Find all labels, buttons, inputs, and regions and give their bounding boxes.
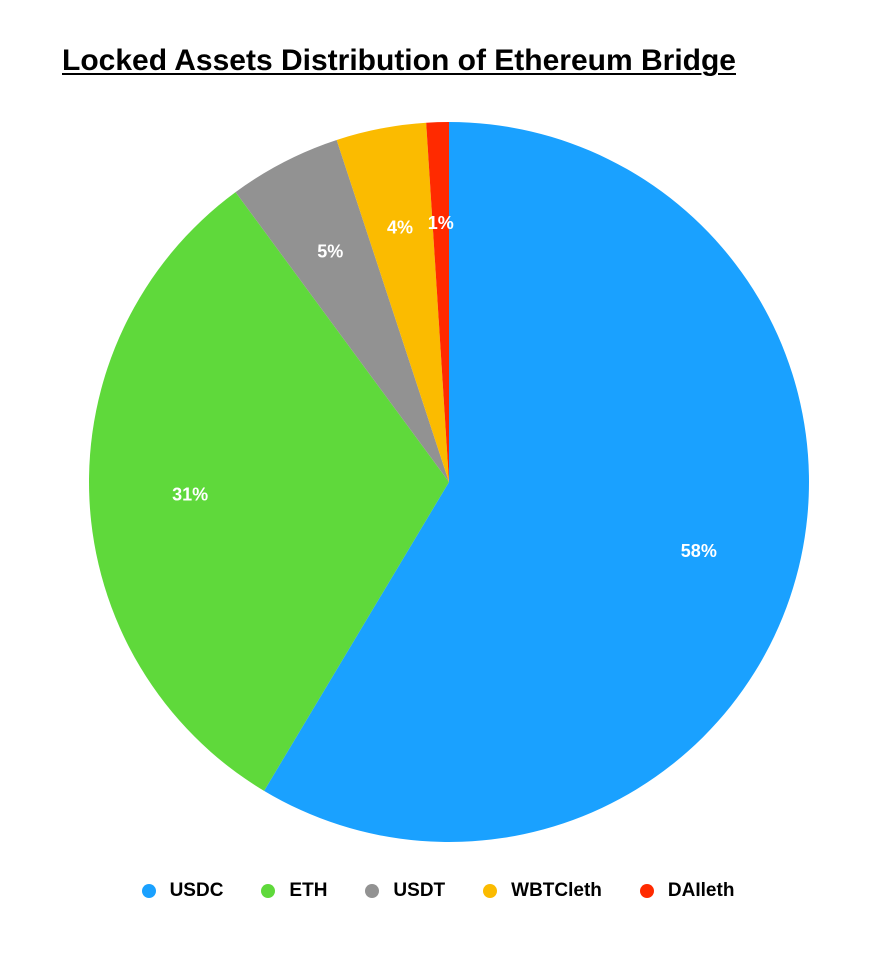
pie-slice-eth[interactable]: [89, 192, 449, 791]
pie-slice-usdt[interactable]: [235, 139, 449, 482]
slice-label-usdc: 58%: [681, 541, 717, 561]
legend-item-eth[interactable]: ETH: [261, 880, 327, 902]
legend: USDC ETH USDT WBTCleth DAIleth: [0, 876, 876, 906]
legend-label-usdc: USDC: [169, 880, 224, 901]
legend-label-eth: ETH: [289, 880, 328, 901]
legend-marker-usdc: [141, 884, 156, 898]
pie-slices: [89, 122, 810, 843]
legend-marker-eth: [261, 884, 276, 898]
pie-slice-wbtcleth[interactable]: [336, 122, 449, 483]
slice-label-daileth: 1%: [428, 213, 454, 233]
legend-label-daileth: DAIleth: [667, 880, 735, 901]
legend-label-wbtcleth: WBTCleth: [511, 880, 602, 901]
pie-slice-usdc[interactable]: [264, 122, 810, 843]
slice-label-eth: 31%: [172, 484, 208, 504]
legend-item-usdc[interactable]: USDC: [141, 880, 224, 902]
pie-slice-daileth[interactable]: [426, 122, 449, 482]
slice-label-usdt: 5%: [317, 242, 343, 262]
legend-item-wbtcleth[interactable]: WBTCleth: [483, 880, 602, 902]
legend-marker-usdt: [365, 884, 380, 898]
legend-item-daileth[interactable]: DAIleth: [639, 880, 735, 902]
slice-label-wbtcleth: 4%: [387, 217, 413, 237]
pie-labels: 58% 31% 5% 4% 1%: [172, 213, 717, 561]
legend-item-usdt[interactable]: USDT: [365, 880, 445, 902]
legend-marker-daileth: [639, 884, 654, 898]
legend-marker-wbtcleth: [483, 884, 498, 898]
chart-title: Locked Assets Distribution of Ethereum B…: [62, 44, 736, 77]
legend-label-usdt: USDT: [393, 880, 446, 901]
